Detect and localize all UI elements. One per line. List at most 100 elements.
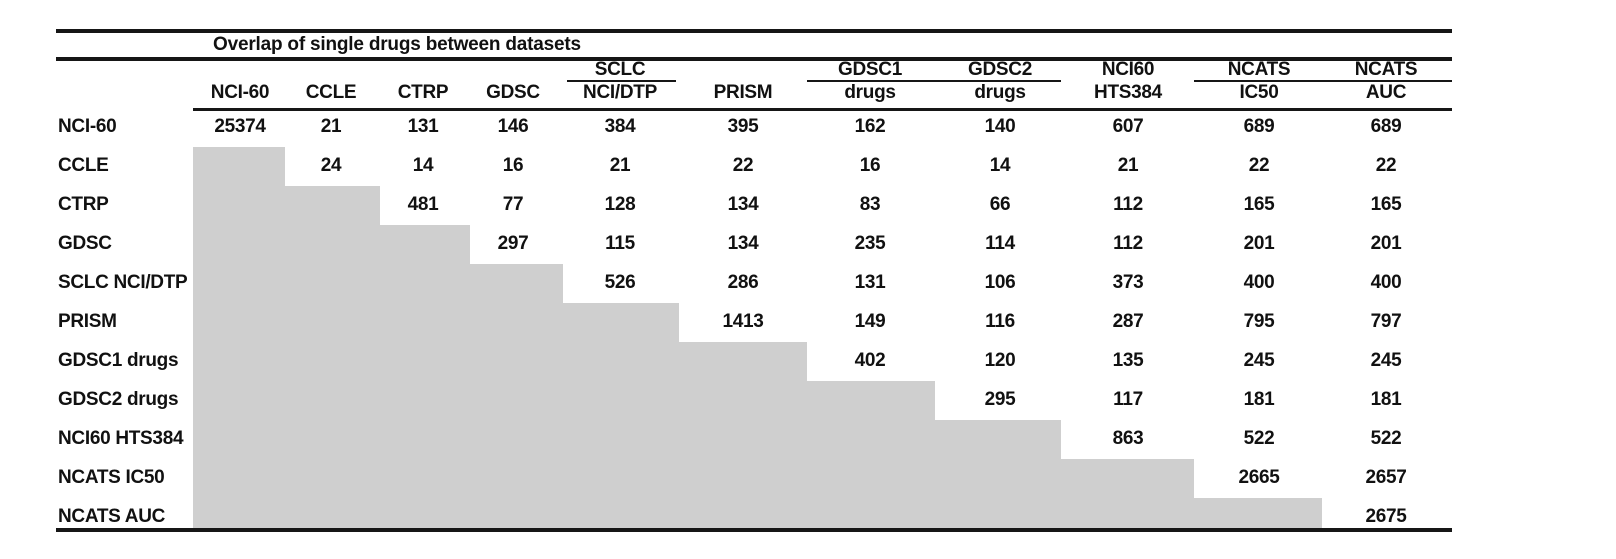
table-cell-value: 131 xyxy=(854,272,886,293)
row-label: GDSC1 drugs xyxy=(58,350,179,371)
column-header-top: NCATS xyxy=(1227,59,1291,80)
column-header-top: NCATS xyxy=(1354,59,1418,80)
column-header-top: SCLC xyxy=(594,59,646,80)
table-cell-value: 400 xyxy=(1243,272,1275,293)
column-header: CTRP xyxy=(397,82,449,103)
table-cell-value: 297 xyxy=(497,233,529,254)
table-cell-value: 245 xyxy=(1370,350,1402,371)
table-cell-value: 245 xyxy=(1243,350,1275,371)
table-cell-value: 83 xyxy=(859,194,881,215)
shaded-lower-triangle-block xyxy=(193,302,679,342)
table-cell-value: 795 xyxy=(1243,311,1275,332)
table-cell-value: 135 xyxy=(1112,350,1144,371)
table-cell-value: 2657 xyxy=(1365,467,1407,488)
shaded-lower-triangle-block xyxy=(193,146,285,186)
table-cell-value: 522 xyxy=(1370,428,1402,449)
table-cell-value: 162 xyxy=(854,116,886,137)
table-cell-value: 134 xyxy=(727,194,759,215)
table-cell-value: 607 xyxy=(1112,116,1144,137)
table-cell-value: 112 xyxy=(1113,194,1143,215)
shaded-lower-triangle-block xyxy=(193,458,1194,498)
row-label: GDSC xyxy=(58,233,112,254)
column-header-top: GDSC1 xyxy=(838,59,902,80)
table-cell-value: 24 xyxy=(320,155,342,176)
column-header-top: GDSC2 xyxy=(968,59,1032,80)
table-cell-value: 526 xyxy=(604,272,636,293)
rule-under-title xyxy=(56,57,1452,61)
row-label: PRISM xyxy=(58,311,117,332)
table-cell-value: 201 xyxy=(1370,233,1402,254)
table-cell-value: 140 xyxy=(984,116,1016,137)
table-cell-value: 22 xyxy=(732,155,754,176)
table-cell-value: 402 xyxy=(854,350,886,371)
table-cell-value: 120 xyxy=(984,350,1016,371)
column-header: PRISM xyxy=(713,82,773,103)
shaded-lower-triangle-block xyxy=(193,419,1061,459)
table-cell-value: 134 xyxy=(727,233,759,254)
column-header: HTS384 xyxy=(1094,82,1162,103)
column-header-top: NCI60 xyxy=(1101,59,1155,80)
table-cell-value: 106 xyxy=(984,272,1016,293)
table-cell-value: 66 xyxy=(989,194,1011,215)
table-cell-value: 14 xyxy=(412,155,434,176)
table-cell-value: 1413 xyxy=(722,311,764,332)
table-cell-value: 165 xyxy=(1243,194,1275,215)
column-header: drugs xyxy=(974,82,1026,103)
table-cell-value: 373 xyxy=(1112,272,1144,293)
column-header: drugs xyxy=(844,82,896,103)
table-cell-value: 115 xyxy=(605,233,635,254)
row-label: SCLC NCI/DTP xyxy=(58,272,188,293)
row-label: NCATS AUC xyxy=(58,506,166,527)
table-cell-value: 295 xyxy=(984,389,1016,410)
table-cell-value: 863 xyxy=(1112,428,1144,449)
table-cell-value: 287 xyxy=(1112,311,1144,332)
header-group-underline xyxy=(807,79,1061,82)
shaded-lower-triangle-block xyxy=(193,341,807,381)
table-cell-value: 21 xyxy=(609,155,631,176)
table-cell-value: 689 xyxy=(1370,116,1402,137)
table-cell-value: 16 xyxy=(859,155,881,176)
table-cell-value: 22 xyxy=(1248,155,1270,176)
table-cell-value: 25374 xyxy=(214,116,266,137)
table-cell-value: 128 xyxy=(604,194,636,215)
header-group-underline xyxy=(1194,79,1452,82)
table-cell-value: 146 xyxy=(497,116,529,137)
table-cell-value: 384 xyxy=(604,116,636,137)
shaded-lower-triangle-block xyxy=(193,185,380,225)
table-cell-value: 14 xyxy=(989,155,1011,176)
table-cell-value: 16 xyxy=(502,155,524,176)
column-header: NCI/DTP xyxy=(583,82,657,103)
table-cell-value: 116 xyxy=(985,311,1015,332)
table-cell-value: 286 xyxy=(727,272,759,293)
table-cell-value: 165 xyxy=(1370,194,1402,215)
table-cell-value: 149 xyxy=(854,311,886,332)
row-label: GDSC2 drugs xyxy=(58,389,179,410)
shaded-lower-triangle-block xyxy=(193,263,563,303)
table-cell-value: 522 xyxy=(1243,428,1275,449)
rule-under-header xyxy=(193,108,1452,111)
column-header: NCI-60 xyxy=(210,82,270,103)
column-header: CCLE xyxy=(305,82,357,103)
table-title: Overlap of single drugs between datasets xyxy=(213,34,581,55)
table-cell-value: 2665 xyxy=(1238,467,1280,488)
table-cell-value: 22 xyxy=(1375,155,1397,176)
table-cell-value: 395 xyxy=(727,116,759,137)
table-cell-value: 131 xyxy=(407,116,439,137)
rule-top xyxy=(56,29,1452,33)
row-label: NCI60 HTS384 xyxy=(58,428,184,449)
table-cell-value: 112 xyxy=(1113,233,1143,254)
table-cell-value: 689 xyxy=(1243,116,1275,137)
header-group-underline xyxy=(567,79,676,82)
shaded-lower-triangle-block xyxy=(193,497,1322,528)
row-label: CTRP xyxy=(58,194,109,215)
table-cell-value: 201 xyxy=(1243,233,1275,254)
table-cell-value: 797 xyxy=(1370,311,1402,332)
row-label: CCLE xyxy=(58,155,109,176)
row-label: NCI-60 xyxy=(58,116,117,137)
table-cell-value: 481 xyxy=(407,194,439,215)
table-cell-value: 21 xyxy=(320,116,342,137)
column-header: AUC xyxy=(1365,82,1407,103)
table-cell-value: 21 xyxy=(1117,155,1139,176)
table-cell-value: 181 xyxy=(1370,389,1402,410)
